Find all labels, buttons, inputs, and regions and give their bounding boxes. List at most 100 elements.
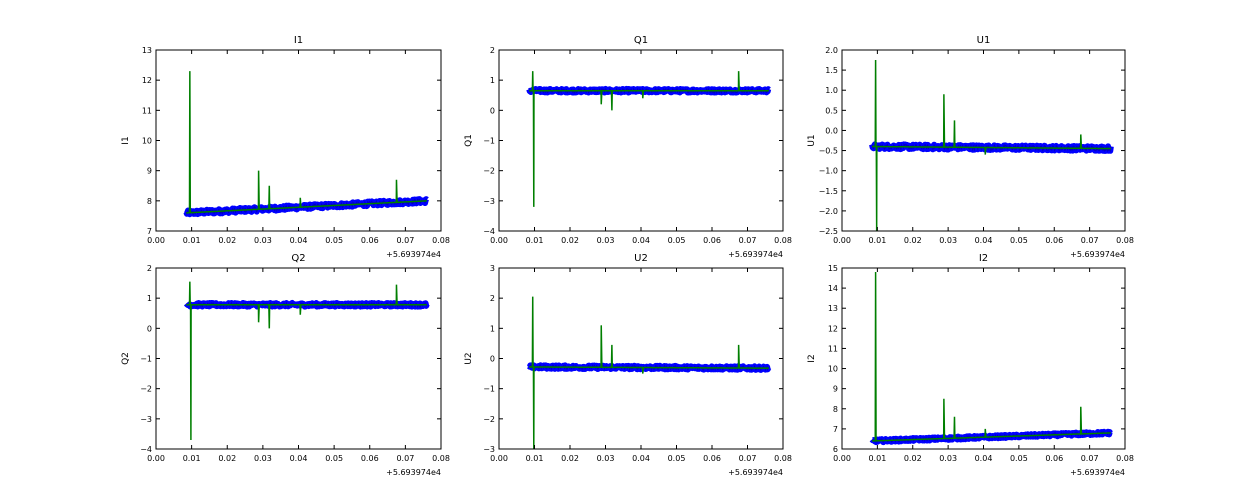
series-line-dark-0 [185, 301, 428, 309]
series-line-1 [872, 60, 1111, 231]
x-tick-label: 0.08 [774, 454, 792, 463]
x-tick-label: 0.01 [868, 236, 886, 245]
y-tick-label: 1 [490, 324, 495, 333]
x-tick-label: 0.08 [1116, 236, 1134, 245]
x-tick-label: 0.06 [1045, 454, 1063, 463]
x-tick-label: 0.00 [490, 454, 508, 463]
y-tick-label: 15 [828, 264, 838, 273]
series-line-1 [529, 71, 769, 207]
x-tick-label: 0.06 [703, 454, 721, 463]
y-tick-label: 12 [828, 324, 838, 333]
x-tick-label: 0.01 [526, 454, 544, 463]
x-tick-label: 0.07 [1081, 236, 1099, 245]
x-tick-label: 0.07 [396, 236, 414, 245]
x-tick-label: 0.08 [432, 454, 450, 463]
x-offset-label: +5.693974e4 [386, 250, 441, 259]
y-tick-label: 2 [147, 264, 152, 273]
x-tick-label: 0.00 [147, 236, 165, 245]
subplot-u2: 0.00 0.01 0.02 0.03 0.04 0.05 0.06 0.07 0.08 −3 −2… [464, 253, 792, 477]
x-tick-label: 0.03 [939, 236, 957, 245]
y-tick-label: 1 [490, 76, 495, 85]
y-tick-label: 0 [490, 355, 495, 364]
x-tick-label: 0.00 [147, 454, 165, 463]
series-line-1 [872, 272, 1111, 442]
y-tick-label: −3 [483, 197, 495, 206]
axes-frame [841, 267, 1126, 450]
y-tick-label: 9 [833, 385, 838, 394]
x-tick-label: 0.05 [325, 454, 343, 463]
y-tick-label: −1.5 [819, 187, 838, 196]
x-tick-label: 0.07 [1081, 454, 1099, 463]
subplot-q1: 0.00 0.01 0.02 0.03 0.04 0.05 0.06 0.07 0.08 −4 −3… [464, 35, 792, 259]
axes-frame [841, 49, 1126, 232]
series-line-1 [529, 296, 769, 449]
x-tick-label: 0.04 [632, 236, 650, 245]
y-tick-label: −1 [483, 137, 495, 146]
subplot-title: U2 [634, 253, 648, 264]
x-tick-label: 0.04 [632, 454, 650, 463]
x-tick-label: 0.03 [939, 454, 957, 463]
y-tick-label: −3 [483, 445, 495, 454]
y-tick-label: −2 [483, 167, 495, 176]
subplot-q2: 0.00 0.01 0.02 0.03 0.04 0.05 0.06 0.07 0.08 −4 −3… [121, 253, 450, 477]
x-tick-label: 0.04 [290, 454, 308, 463]
y-tick-label: −4 [140, 445, 152, 454]
x-tick-label: 0.05 [1010, 454, 1028, 463]
x-tick-label: 0.02 [218, 454, 236, 463]
y-tick-label: 0 [490, 106, 495, 115]
x-tick-label: 0.05 [668, 236, 686, 245]
y-axis-label: I2 [807, 354, 817, 362]
x-offset-label: +5.693974e4 [728, 250, 783, 259]
y-tick-label: 11 [828, 344, 838, 353]
x-tick-label: 0.02 [561, 236, 579, 245]
x-tick-label: 0.05 [668, 454, 686, 463]
x-tick-label: 0.07 [739, 454, 757, 463]
y-tick-label: 8 [833, 405, 838, 414]
x-tick-label: 0.02 [904, 236, 922, 245]
y-tick-label: 13 [142, 46, 152, 55]
x-tick-label: 0.07 [739, 236, 757, 245]
y-tick-label: 1.0 [825, 86, 838, 95]
y-tick-label: −0.5 [819, 147, 838, 156]
x-tick-label: 0.08 [1116, 454, 1134, 463]
y-tick-label: 10 [828, 365, 838, 374]
subplot-title: Q1 [634, 35, 648, 46]
x-tick-label: 0.03 [597, 236, 615, 245]
y-axis-label: I1 [121, 136, 131, 144]
y-tick-label: 7 [833, 425, 838, 434]
y-tick-label: 2 [490, 46, 495, 55]
x-tick-label: 0.07 [396, 454, 414, 463]
y-tick-label: 12 [142, 76, 152, 85]
y-axis-label: U2 [464, 352, 474, 364]
x-tick-label: 0.06 [1045, 236, 1063, 245]
x-tick-label: 0.02 [561, 454, 579, 463]
y-tick-label: 0.5 [825, 106, 838, 115]
series-line-1 [186, 71, 427, 214]
y-tick-label: −2 [483, 415, 495, 424]
axes-frame [155, 267, 442, 450]
plot-area [869, 272, 1114, 446]
subplot-i1: 0.00 0.01 0.02 0.03 0.04 0.05 0.06 0.07 0.08 7 8 9 1… [121, 35, 450, 259]
x-tick-label: 0.03 [597, 454, 615, 463]
x-offset-label: +5.693974e4 [1070, 468, 1125, 477]
series-line-1 [186, 281, 427, 440]
axes-frame [498, 49, 784, 232]
y-tick-label: 0.0 [825, 126, 838, 135]
x-offset-label: +5.693974e4 [386, 468, 441, 477]
x-tick-label: 0.00 [833, 236, 851, 245]
y-axis-label: Q2 [121, 352, 131, 365]
subplot-title: I1 [294, 35, 303, 46]
x-tick-label: 0.06 [703, 236, 721, 245]
axes-frame [498, 267, 784, 450]
x-tick-label: 0.02 [218, 236, 236, 245]
x-tick-label: 0.00 [833, 454, 851, 463]
x-tick-label: 0.01 [183, 236, 201, 245]
y-tick-label: 8 [147, 197, 152, 206]
x-tick-label: 0.01 [868, 454, 886, 463]
x-tick-label: 0.04 [975, 454, 993, 463]
x-offset-label: +5.693974e4 [728, 468, 783, 477]
x-tick-label: 0.03 [254, 236, 272, 245]
x-tick-label: 0.06 [361, 236, 379, 245]
plot-area [526, 296, 772, 449]
